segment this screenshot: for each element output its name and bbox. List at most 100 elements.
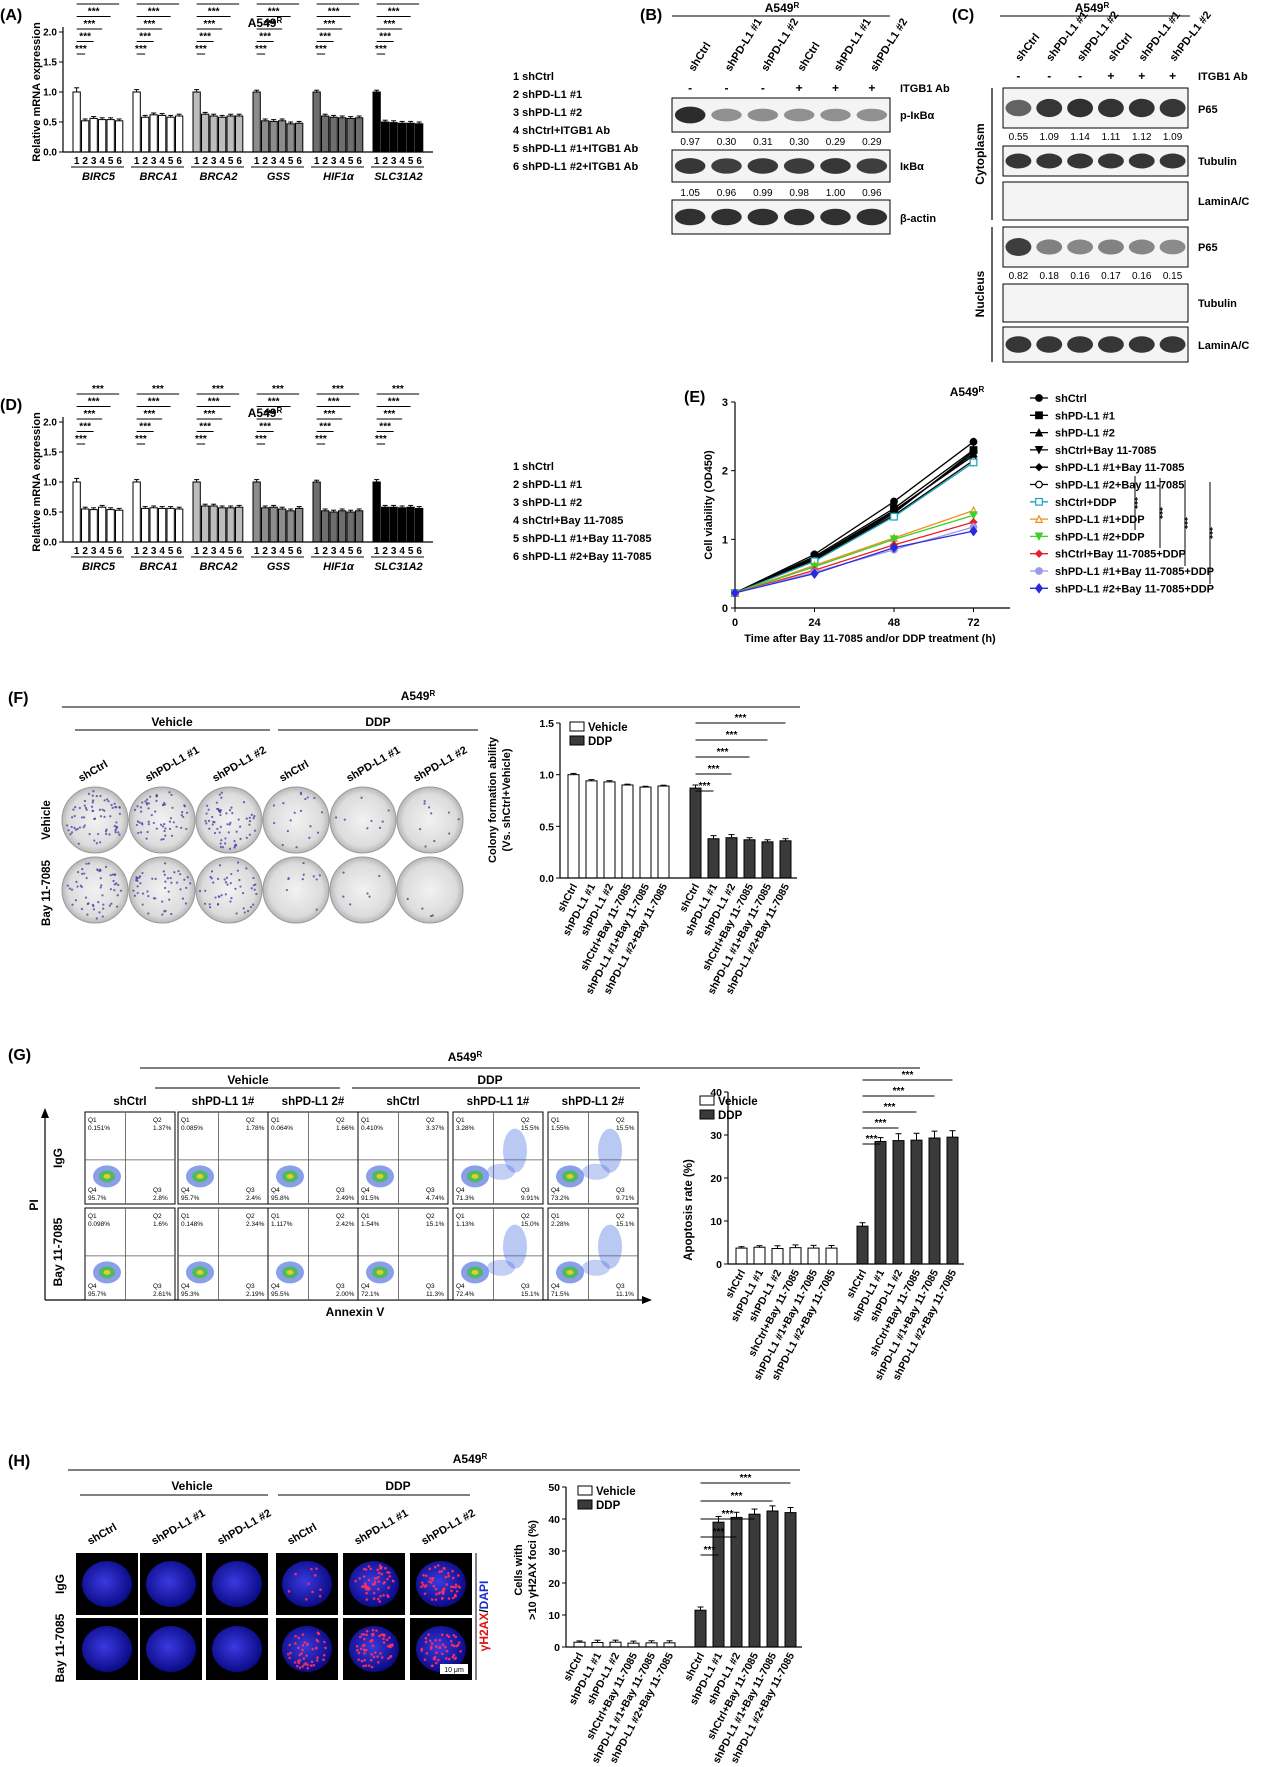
- significance-stars: ***: [272, 0, 284, 5]
- colony: [91, 794, 94, 797]
- foci: [452, 1644, 456, 1648]
- quadrant-name: Q1: [88, 1213, 97, 1220]
- cell-line-superscript: R: [481, 1452, 487, 1461]
- cell-line-base: A549: [248, 16, 277, 30]
- significance-stars: ***: [315, 434, 327, 445]
- band-quant: 0.96: [862, 188, 882, 199]
- series-line: [734, 530, 974, 594]
- foci: [369, 1567, 372, 1571]
- colony: [216, 827, 219, 831]
- blot-band: [820, 108, 851, 122]
- band-quant: 1.14: [1070, 132, 1090, 143]
- foci: [355, 1644, 359, 1648]
- legend-entry: shPD-L1 #2: [1055, 428, 1115, 440]
- band-quant: 0.29: [862, 137, 882, 148]
- foci: [376, 1655, 379, 1658]
- y-tick-label: 1.5: [43, 58, 57, 69]
- significance-stars: ***: [212, 0, 224, 5]
- data-point: [1034, 514, 1044, 524]
- data-point: [1034, 549, 1044, 558]
- colony: [154, 810, 157, 813]
- colony: [73, 826, 76, 829]
- series-line: [734, 449, 974, 594]
- foci: [295, 1664, 299, 1668]
- blot-band: [1005, 99, 1032, 117]
- treatment-sign: -: [1078, 69, 1082, 83]
- colony: [308, 836, 311, 839]
- bar: [346, 117, 355, 153]
- cell-line-base: A549: [453, 1452, 482, 1466]
- foci: [423, 1585, 427, 1588]
- colony: [139, 806, 142, 809]
- foci: [370, 1653, 374, 1656]
- colony: [342, 871, 345, 874]
- colony: [82, 816, 86, 819]
- bar: [235, 506, 244, 543]
- significance-stars: ***: [875, 1118, 887, 1129]
- y-tick-label: 0: [722, 603, 728, 615]
- band-quant: 1.00: [826, 188, 846, 199]
- colony: [206, 804, 209, 807]
- blot-frame: [1002, 326, 1189, 363]
- bar: [771, 1248, 784, 1265]
- foci: [454, 1583, 458, 1587]
- colony: [79, 884, 82, 887]
- colony: [103, 815, 106, 818]
- colony: [243, 911, 246, 914]
- colony: [304, 797, 307, 801]
- foci: [286, 1652, 290, 1656]
- foci: [379, 1652, 382, 1655]
- quadrant-name: Q2: [153, 1213, 162, 1220]
- colony: [204, 889, 207, 892]
- colony: [215, 801, 218, 804]
- y-tick-label: 3: [722, 397, 728, 409]
- bar: [329, 511, 338, 543]
- colony: [224, 893, 227, 896]
- band-quant: 0.16: [1070, 271, 1090, 282]
- colony: [136, 885, 139, 888]
- significance-stars: ***: [902, 1070, 914, 1081]
- foci: [305, 1654, 308, 1657]
- colony: [245, 867, 248, 870]
- colony: [113, 824, 116, 828]
- cell-line-title: A549R: [448, 1050, 483, 1064]
- significance-stars: ***: [1153, 507, 1164, 519]
- colony: [146, 830, 149, 834]
- significance-stars: ***: [319, 422, 331, 433]
- foci: [301, 1633, 305, 1636]
- significance-stars: ***: [717, 747, 729, 758]
- colony: [218, 793, 221, 796]
- colony: [184, 902, 188, 905]
- gene-label: GSS: [267, 171, 291, 183]
- y-tick-label: 0: [716, 1259, 722, 1271]
- foci: [365, 1591, 368, 1595]
- bar: [89, 509, 98, 543]
- colony: [447, 811, 451, 814]
- foci: [447, 1572, 450, 1575]
- significance-stars: ***: [324, 409, 336, 420]
- row-label: Bay 11-7085: [51, 1217, 65, 1286]
- foci: [435, 1592, 438, 1596]
- colony: [99, 815, 103, 818]
- legend-entry: 2 shPD-L1 #1: [513, 89, 582, 101]
- foci: [428, 1567, 432, 1571]
- colony: [133, 808, 137, 811]
- colony: [96, 868, 99, 872]
- stain-stain_sep: /: [477, 1609, 491, 1613]
- band-quant: 0.30: [789, 137, 809, 148]
- colony: [81, 872, 84, 875]
- colony: [387, 809, 390, 812]
- colony: [116, 894, 119, 897]
- colony: [136, 805, 139, 808]
- bar-index-label: 1: [74, 156, 80, 167]
- bar-index-label: 6: [296, 546, 302, 557]
- panel-label: (H): [8, 1453, 30, 1470]
- foci: [356, 1648, 359, 1652]
- colony: [145, 798, 149, 801]
- foci: [389, 1654, 393, 1658]
- row-label: Bay 11-7085: [53, 1613, 67, 1682]
- foci: [436, 1564, 440, 1567]
- legend-entry: shPD-L1 #2+Bay 11-7085: [1055, 480, 1184, 492]
- colony: [163, 873, 166, 876]
